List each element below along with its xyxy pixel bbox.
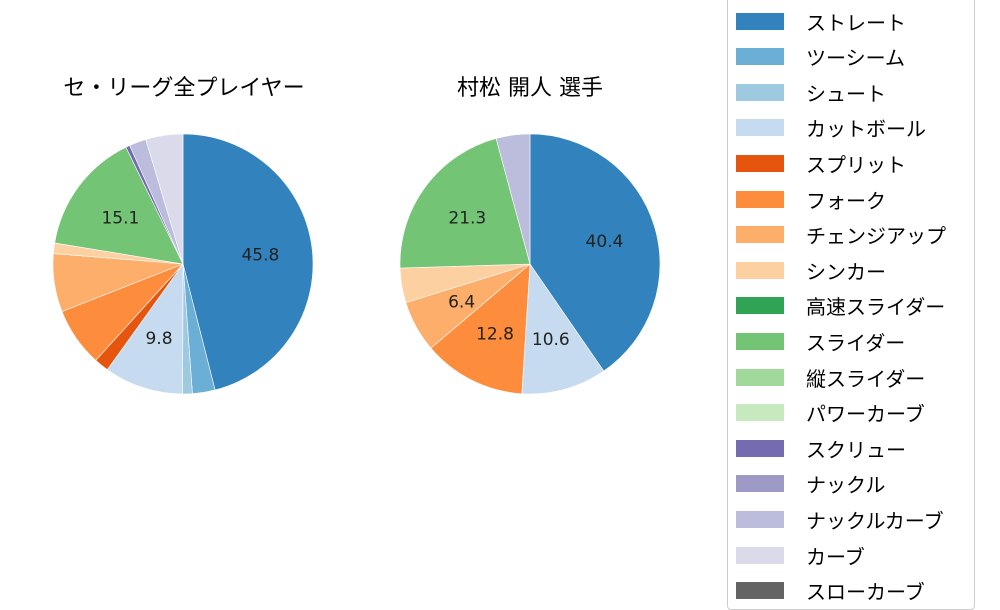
legend-label: シュート	[806, 81, 886, 106]
pie-chart-player: 40.4 10.6 12.86.4 21.3	[399, 133, 661, 395]
legend-item: 高速スライダー	[736, 294, 946, 320]
pie-slice	[521, 263, 605, 395]
pie-chart-league: 45.8 9.8 15.1	[52, 133, 314, 395]
legend-swatch	[736, 510, 784, 528]
legend-item: パワーカーブ	[736, 401, 925, 427]
legend-label: ナックル	[806, 473, 886, 498]
legend-item: ツーシーム	[736, 45, 905, 71]
legend-item: スプリット	[736, 151, 906, 177]
legend-item: シンカー	[736, 258, 886, 284]
pie-slice	[399, 138, 531, 269]
slice-value-label: 12.8	[476, 325, 514, 345]
legend-label: カーブ	[806, 544, 865, 569]
pie-slice	[529, 133, 661, 372]
legend-swatch	[736, 119, 784, 137]
legend-item: シュート	[736, 80, 886, 106]
legend-label: フォーク	[806, 188, 886, 213]
slice-value-label: 9.8	[145, 329, 172, 349]
legend-item: スローカーブ	[736, 579, 925, 605]
legend-item: ナックル	[736, 472, 886, 498]
pie-slice	[182, 133, 314, 391]
legend-swatch	[736, 546, 784, 564]
legend-swatch	[736, 83, 784, 101]
legend-item: カーブ	[736, 543, 865, 569]
legend-label: 高速スライダー	[806, 295, 946, 320]
legend-item: チェンジアップ	[736, 223, 946, 249]
legend-item: ナックルカーブ	[736, 507, 944, 533]
legend-swatch	[736, 48, 784, 66]
legend-label: パワーカーブ	[806, 402, 925, 427]
legend-item: ストレート	[736, 9, 906, 35]
legend-label: チェンジアップ	[806, 224, 946, 249]
legend: ストレートツーシームシュートカットボール スプリットフォークチェンジアップ シンカー…	[727, 0, 975, 610]
legend-swatch	[736, 475, 784, 493]
legend-label: ストレート	[806, 10, 906, 35]
legend-item: 縦スライダー	[736, 365, 926, 391]
pie-slice	[145, 133, 184, 265]
slice-value-label: 21.3	[448, 209, 486, 229]
legend-label: スライダー	[806, 330, 906, 355]
pie-slice	[106, 263, 184, 395]
legend-label: ナックルカーブ	[806, 508, 944, 533]
legend-swatch	[736, 12, 784, 30]
legend-label: 縦スライダー	[806, 366, 926, 391]
legend-swatch	[736, 297, 784, 315]
legend-item: フォーク	[736, 187, 886, 213]
legend-swatch	[736, 404, 784, 422]
legend-swatch	[736, 332, 784, 350]
legend-swatch	[736, 582, 784, 600]
legend-item: カットボール	[736, 116, 926, 142]
legend-item: スライダー	[736, 329, 906, 355]
legend-swatch	[736, 190, 784, 208]
legend-swatch	[736, 154, 784, 172]
legend-label: ツーシーム	[806, 46, 905, 71]
legend-label: スクリュー	[806, 437, 906, 462]
pie-slice	[495, 133, 531, 265]
slice-value-label: 40.4	[586, 232, 624, 252]
slice-value-label: 10.6	[532, 330, 570, 350]
legend-label: スローカーブ	[806, 580, 925, 605]
chart-title-league: セ・リーグ全プレイヤー	[63, 76, 305, 101]
chart-title-player: 村松 開人 選手	[457, 76, 603, 101]
legend-label: シンカー	[806, 259, 886, 284]
slice-value-label: 45.8	[241, 245, 279, 265]
slice-value-label: 6.4	[448, 293, 475, 313]
legend-swatch	[736, 368, 784, 386]
legend-label: カットボール	[806, 117, 926, 142]
pie-slice	[54, 146, 184, 265]
legend-swatch	[736, 226, 784, 244]
legend-label: スプリット	[806, 152, 906, 177]
legend-swatch	[736, 261, 784, 279]
pie-slice	[430, 263, 531, 395]
legend-swatch	[736, 439, 784, 457]
legend-item: スクリュー	[736, 436, 906, 462]
slice-value-label: 15.1	[101, 208, 139, 228]
